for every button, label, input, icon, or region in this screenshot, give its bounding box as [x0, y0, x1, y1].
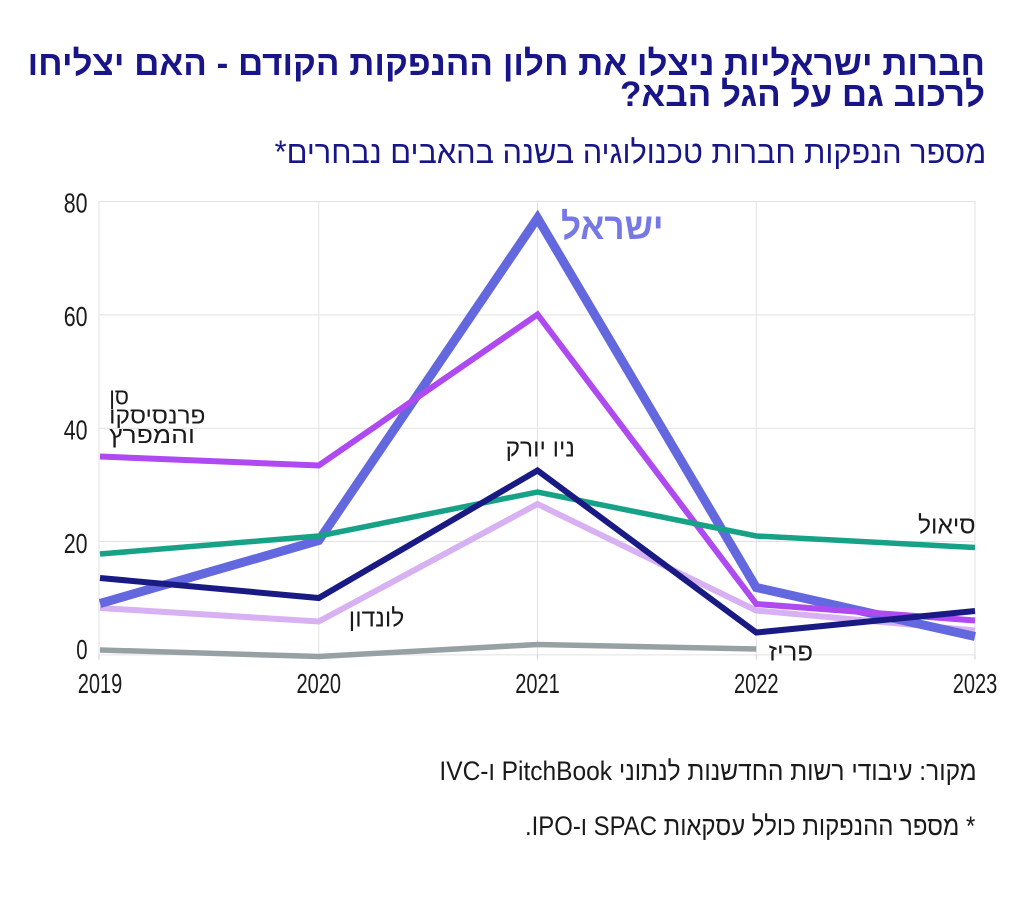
svg-text:40: 40 — [64, 414, 88, 445]
svg-text:2020: 2020 — [297, 668, 342, 699]
svg-text:ניו יורק: ניו יורק — [506, 434, 575, 462]
svg-text:לונדון: לונדון — [349, 605, 405, 633]
svg-text:80: 80 — [64, 188, 88, 219]
svg-text:2019: 2019 — [78, 668, 123, 699]
svg-text:60: 60 — [64, 301, 88, 332]
svg-text:סיאול: סיאול — [918, 512, 976, 540]
svg-text:פרנסיסקו: פרנסיסקו — [109, 403, 205, 429]
svg-text:והמפרץ: והמפרץ — [109, 422, 195, 448]
svg-text:סן: סן — [109, 384, 129, 410]
svg-text:2021: 2021 — [515, 668, 560, 699]
svg-text:2022: 2022 — [734, 668, 779, 699]
svg-text:פריז: פריז — [769, 639, 813, 667]
svg-text:ישראל: ישראל — [561, 206, 664, 247]
svg-text:20: 20 — [64, 528, 88, 559]
svg-text:2023: 2023 — [953, 668, 998, 699]
svg-text:0: 0 — [76, 634, 87, 665]
